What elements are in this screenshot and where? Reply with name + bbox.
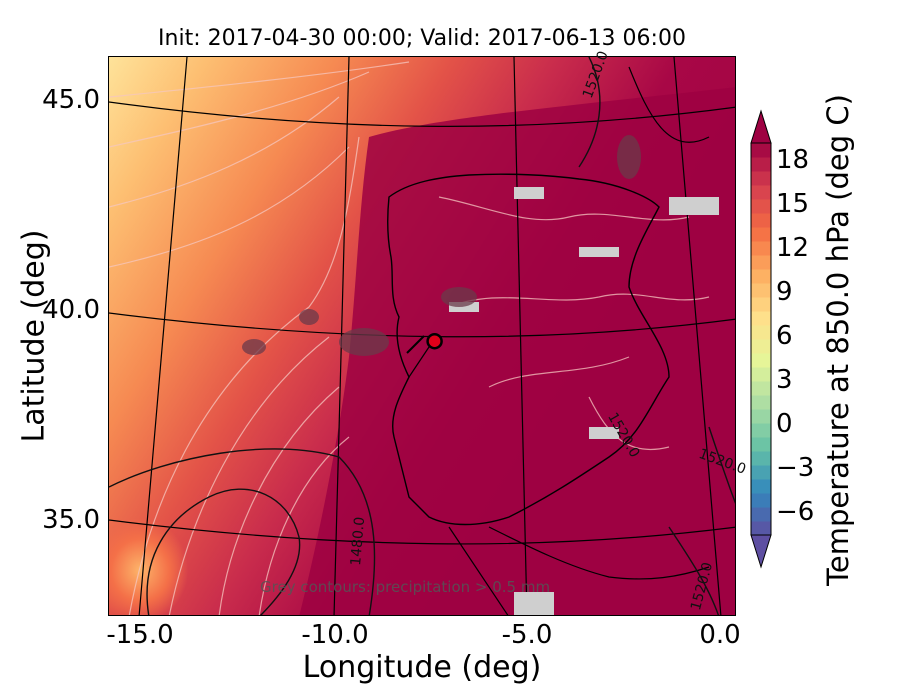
colorbar-band — [751, 521, 771, 536]
marker-line — [406, 335, 425, 354]
colorbar-band — [751, 367, 771, 382]
map-plot-area — [108, 56, 736, 616]
hot-core-region — [299, 87, 735, 615]
colorbar-band — [751, 185, 771, 200]
colorbar-band — [751, 381, 771, 396]
colorbar-band — [751, 199, 771, 214]
colorbar-tick-label: 3 — [776, 365, 793, 395]
colorbar — [750, 109, 772, 569]
africa-coastline — [488, 526, 710, 580]
colorbar-band — [751, 353, 771, 368]
colorbar-band — [751, 493, 771, 508]
colorbar-tick-label: 18 — [776, 145, 810, 175]
colorbar-band — [751, 143, 771, 158]
x-tick-label: -15.0 — [106, 620, 174, 650]
precip-grey-patches — [449, 187, 719, 615]
colorbar-band — [751, 297, 771, 312]
colorbar-band — [751, 255, 771, 270]
colorbar-band — [751, 269, 771, 284]
temperature-map — [109, 57, 735, 615]
precip-annotation: Grey contours: precipitation > 0.5 mm — [260, 578, 551, 596]
colorbar-band — [751, 409, 771, 424]
colorbar-frame — [750, 142, 772, 536]
y-tick-label: 40.0 — [42, 295, 100, 325]
graticule — [109, 57, 735, 615]
precip-dark-patches — [242, 135, 641, 356]
chart-title: Init: 2017-04-30 00:00; Valid: 2017-06-1… — [158, 26, 686, 51]
colorbar-tick-label: 12 — [776, 233, 810, 263]
borders — [408, 346, 509, 615]
colorbar-tick-label: 15 — [776, 189, 810, 219]
colorbar-band — [751, 171, 771, 186]
colorbar-tick-label: 0 — [776, 409, 793, 439]
geopotential-contours — [109, 57, 735, 615]
location-marker — [426, 332, 443, 350]
y-tick-label: 35.0 — [42, 505, 100, 535]
france-coastline — [628, 66, 710, 143]
colorbar-band — [751, 395, 771, 410]
y-axis-label: Latitude (deg) — [16, 229, 52, 443]
colorbar-band — [751, 423, 771, 438]
colorbar-band — [751, 157, 771, 172]
colorbar-extend-min — [750, 534, 772, 569]
colorbar-label: Temperature at 850.0 hPa (deg C) — [821, 94, 855, 586]
colorbar-band — [751, 479, 771, 494]
colorbar-tick-label: 6 — [776, 321, 793, 351]
colorbar-band — [751, 283, 771, 298]
colorbar-band — [751, 437, 771, 452]
colorbar-band — [751, 325, 771, 340]
x-tick-label: 0.0 — [699, 620, 741, 650]
colorbar-band — [751, 465, 771, 480]
colorbar-band — [751, 339, 771, 354]
y-tick-label: 45.0 — [42, 85, 100, 115]
x-axis-label: Longitude (deg) — [302, 650, 542, 685]
colorbar-band — [751, 227, 771, 242]
colorbar-tick-label: −6 — [776, 497, 815, 527]
colorbar-extend-max — [750, 109, 772, 144]
x-tick-label: -5.0 — [501, 620, 553, 650]
colorbar-bands — [750, 109, 772, 569]
colorbar-band — [751, 213, 771, 228]
iberia-coastline — [386, 173, 670, 526]
colorbar-band — [751, 507, 771, 522]
colorbar-band — [751, 311, 771, 326]
colorbar-band — [751, 241, 771, 256]
colorbar-tick-label: 9 — [776, 277, 793, 307]
x-tick-label: -10.0 — [301, 620, 369, 650]
colorbar-band — [751, 451, 771, 466]
colorbar-tick-label: −3 — [776, 453, 815, 483]
